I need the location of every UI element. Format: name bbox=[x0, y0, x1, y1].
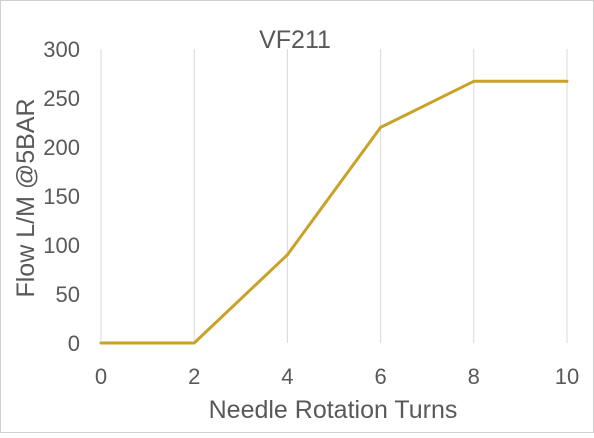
data-point-4 bbox=[472, 79, 476, 83]
x-axis-label: Needle Rotation Turns bbox=[209, 396, 458, 424]
y-tick-label-100: 100 bbox=[43, 233, 80, 258]
y-tick-label-250: 250 bbox=[43, 86, 80, 111]
series-layer bbox=[99, 79, 569, 345]
data-point-5 bbox=[565, 79, 569, 83]
y-tick-label-0: 0 bbox=[68, 331, 80, 356]
x-tick-label-8: 8 bbox=[468, 364, 480, 389]
y-tick-labels: 0 50 100 150 200 250 300 bbox=[43, 37, 80, 356]
x-tick-label-0: 0 bbox=[95, 364, 107, 389]
series-line-0 bbox=[101, 79, 567, 345]
y-tick-label-300: 300 bbox=[43, 37, 80, 62]
x-tick-label-10: 10 bbox=[555, 364, 579, 389]
x-tick-label-4: 4 bbox=[281, 364, 293, 389]
grid-layer bbox=[100, 49, 568, 343]
y-tick-label-50: 50 bbox=[56, 282, 80, 307]
data-point-1 bbox=[192, 341, 196, 345]
y-tick-label-200: 200 bbox=[43, 135, 80, 160]
chart-title: VF211 bbox=[259, 26, 331, 54]
x-tick-label-2: 2 bbox=[188, 364, 200, 389]
y-tick-label-150: 150 bbox=[43, 184, 80, 209]
x-tick-label-6: 6 bbox=[374, 364, 386, 389]
data-point-0 bbox=[99, 341, 103, 345]
y-axis-label: Flow L/M @5BAR bbox=[12, 98, 40, 297]
data-point-2 bbox=[285, 253, 289, 257]
data-point-3 bbox=[379, 125, 383, 129]
x-tick-labels: 0 2 4 6 8 10 bbox=[95, 364, 579, 389]
